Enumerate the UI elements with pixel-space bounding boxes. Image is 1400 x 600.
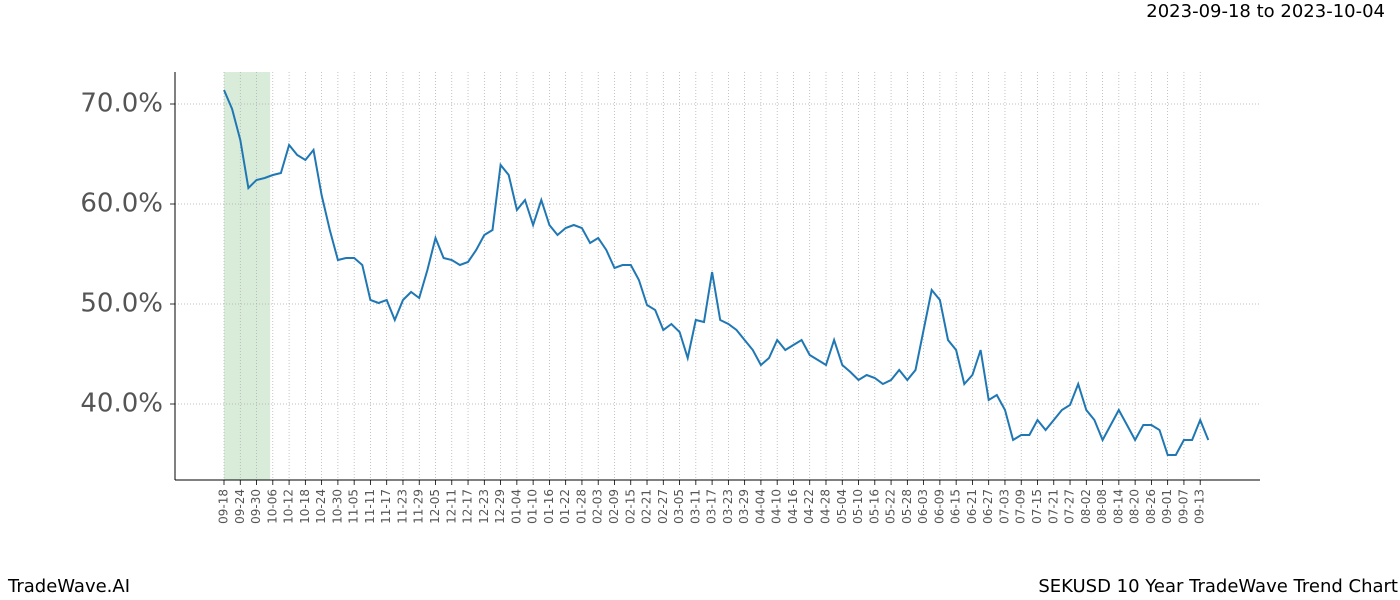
y-tick-label: 50.0%	[80, 289, 163, 319]
x-tick-label: 03-17	[705, 489, 719, 524]
highlight-span	[224, 72, 271, 480]
x-tick-label: 10-30	[330, 489, 344, 524]
x-tick-label: 07-09	[1014, 489, 1028, 524]
x-tick-label: 11-17	[379, 489, 393, 524]
x-tick-label: 02-15	[623, 489, 637, 524]
x-tick-label: 11-05	[347, 489, 361, 524]
x-tick-label: 04-22	[802, 489, 816, 524]
x-tick-label: 12-05	[428, 489, 442, 524]
data-line	[223, 89, 1210, 456]
chart-title: 2023-09-18 to 2023-10-04	[1146, 1, 1385, 22]
x-tick-label: 04-04	[753, 489, 767, 524]
x-tick-label: 12-29	[493, 489, 507, 524]
x-tick-label: 01-28	[574, 489, 588, 524]
x-tick-label: 01-04	[509, 489, 523, 524]
y-tick-label: 70.0%	[80, 89, 163, 119]
x-tick-label: 04-28	[818, 489, 832, 524]
x-tick-label: 10-24	[314, 489, 328, 524]
x-tick-label: 07-21	[1046, 489, 1060, 524]
footer-left: TradeWave.AI	[7, 576, 130, 597]
x-tick-label: 08-20	[1128, 489, 1142, 524]
x-tick-label: 03-11	[688, 489, 702, 524]
x-tick-label: 06-21	[965, 489, 979, 524]
x-tick-label: 06-09	[932, 489, 946, 524]
x-tick-label: 11-11	[363, 489, 377, 524]
x-tick-label: 04-10	[770, 489, 784, 524]
x-tick-label: 06-27	[981, 489, 995, 524]
x-tick-label: 08-02	[1079, 489, 1093, 524]
x-tick-label: 07-27	[1063, 489, 1077, 524]
x-tick-label: 08-14	[1111, 489, 1125, 524]
x-tick-label: 05-28	[900, 489, 914, 524]
x-tick-label: 09-07	[1176, 489, 1190, 524]
x-tick-label: 04-16	[786, 489, 800, 524]
x-tick-label: 01-22	[558, 489, 572, 524]
x-tick-label: 09-13	[1193, 489, 1207, 524]
x-tick-label: 07-03	[997, 489, 1011, 524]
x-tick-label: 06-03	[916, 489, 930, 524]
x-tick-label: 01-16	[542, 489, 556, 524]
x-tick-label: 10-18	[298, 489, 312, 524]
x-tick-label: 03-29	[737, 489, 751, 524]
x-tick-label: 02-21	[640, 489, 654, 524]
x-tick-label: 10-12	[282, 489, 296, 524]
x-tick-label: 09-01	[1160, 489, 1174, 524]
y-tick-label: 60.0%	[80, 189, 163, 219]
x-tick-label: 05-22	[884, 489, 898, 524]
x-tick-label: 07-15	[1030, 489, 1044, 524]
x-tick-label: 05-10	[851, 489, 865, 524]
x-tick-label: 10-06	[265, 489, 279, 524]
x-tick-label: 08-26	[1144, 489, 1158, 524]
x-tick-label: 02-27	[656, 489, 670, 524]
x-tick-label: 02-09	[607, 489, 621, 524]
x-tick-label: 09-24	[233, 489, 247, 524]
x-tick-label: 05-16	[867, 489, 881, 524]
x-tick-label: 03-05	[672, 489, 686, 524]
footer-right: SEKUSD 10 Year TradeWave Trend Chart	[1038, 576, 1398, 597]
x-tick-label: 12-23	[477, 489, 491, 524]
x-tick-label: 11-23	[395, 489, 409, 524]
x-tick-label: 01-10	[526, 489, 540, 524]
x-tick-label: 08-08	[1095, 489, 1109, 524]
x-tick-label: 05-04	[835, 489, 849, 524]
x-tick-label: 11-29	[412, 489, 426, 524]
x-tick-label: 12-17	[461, 489, 475, 524]
y-tick-label: 40.0%	[80, 389, 163, 419]
x-tick-label: 09-30	[249, 489, 263, 524]
x-tick-label: 06-15	[949, 489, 963, 524]
x-tick-label: 09-18	[217, 489, 231, 524]
x-tick-label: 12-11	[444, 489, 458, 524]
x-tick-label: 02-03	[591, 489, 605, 524]
x-tick-label: 03-23	[721, 489, 735, 524]
